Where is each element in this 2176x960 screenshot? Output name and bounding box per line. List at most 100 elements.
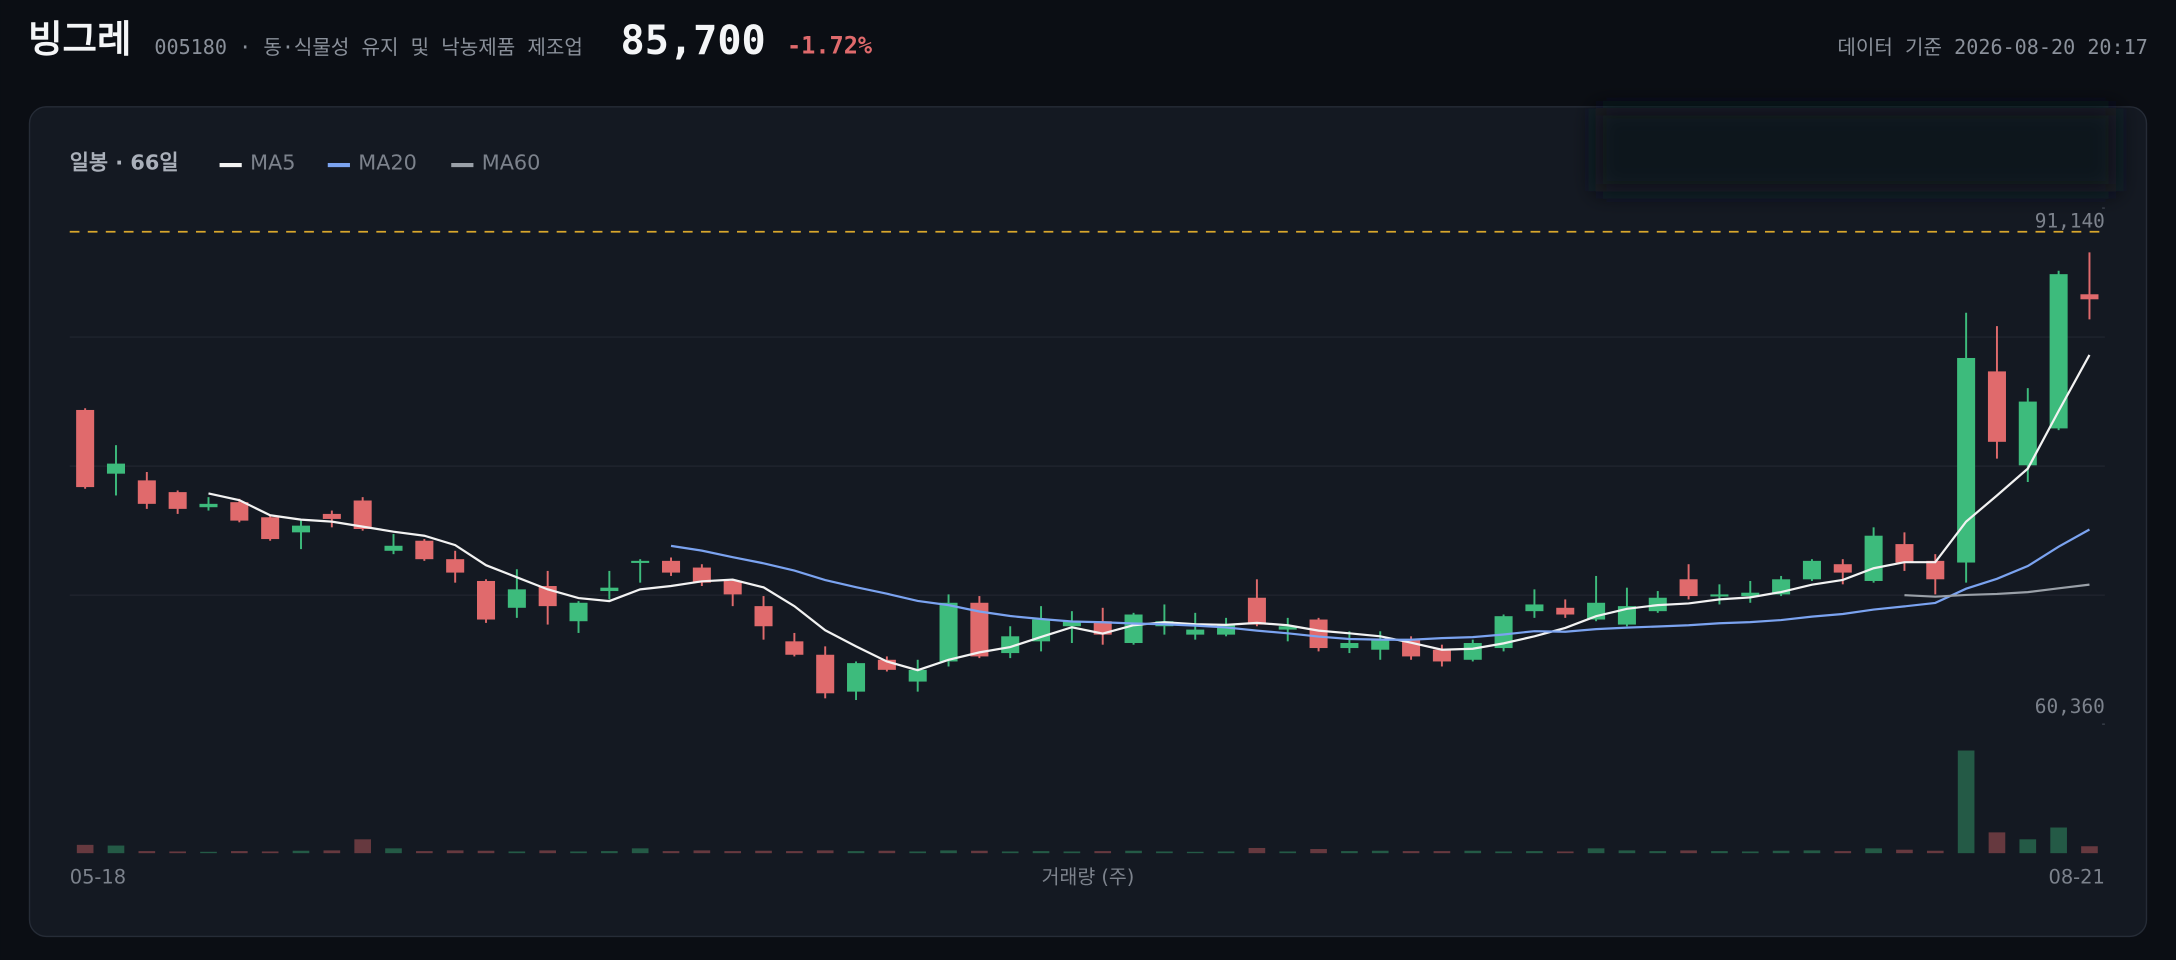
- volume-bar: [107, 845, 125, 854]
- candle-body: [1340, 643, 1359, 649]
- candle-body: [1741, 592, 1760, 597]
- candle-body: [631, 560, 650, 563]
- candle-body: [1371, 639, 1390, 650]
- volume-bar: [1279, 851, 1297, 854]
- volume-bar: [693, 850, 711, 854]
- candle-body: [1217, 624, 1236, 635]
- y-tick-label: 60,360: [2035, 695, 2105, 718]
- volume-bar: [169, 851, 186, 854]
- volume-bar: [786, 851, 803, 854]
- volume-bar: [1865, 848, 1882, 854]
- candle-body: [816, 654, 835, 694]
- candle-body: [415, 540, 434, 560]
- volume-bar: [1433, 851, 1451, 854]
- volume-bar: [878, 850, 896, 854]
- candle-body: [1278, 626, 1297, 630]
- change: -1.72%: [787, 32, 873, 60]
- volume-bar: [1495, 851, 1512, 854]
- chart-card: [28, 106, 2148, 938]
- volume-bar: [292, 850, 310, 854]
- legend-label: MA20: [358, 151, 417, 175]
- candle-body: [106, 463, 126, 474]
- volume-bar: [1618, 850, 1636, 854]
- volume-bar: [662, 851, 680, 854]
- volume-bar: [847, 851, 865, 854]
- volume-bar: [1896, 849, 1913, 854]
- candle-body: [261, 517, 280, 540]
- candle-body: [1957, 357, 1976, 563]
- volume-bar: [724, 851, 742, 854]
- candle-body: [1186, 629, 1205, 635]
- candle-body: [662, 560, 681, 573]
- volume-bar: [477, 850, 495, 854]
- volume-bar: [385, 848, 402, 854]
- volume-bar: [354, 839, 371, 854]
- x-tick-label: 05-18: [70, 866, 126, 889]
- volume-bar: [200, 851, 217, 854]
- volume-bar: [971, 850, 988, 854]
- volume-bar: [1156, 851, 1173, 854]
- legend-title: 일봉 · 66일: [70, 151, 179, 175]
- candle-body: [1432, 649, 1451, 662]
- candle-body: [1710, 594, 1729, 597]
- volume-bar: [1341, 851, 1358, 854]
- volume-bar: [1464, 850, 1482, 854]
- candle-body: [291, 525, 311, 533]
- volume-bar: [1526, 851, 1543, 854]
- candle-body: [353, 500, 372, 530]
- candle-body: [1463, 643, 1482, 660]
- candle-body: [199, 503, 218, 508]
- candle-body: [168, 492, 187, 509]
- volume-bar: [2050, 827, 2067, 854]
- volume-bar: [1680, 850, 1697, 854]
- volume-bar: [1587, 848, 1605, 854]
- candle-body: [1802, 560, 1821, 580]
- volume-bar: [570, 851, 587, 854]
- legend-label: MA5: [250, 151, 295, 175]
- candle-body: [1556, 607, 1575, 615]
- candle-body: [446, 559, 465, 573]
- volume-bar: [1032, 851, 1050, 854]
- candle-body: [754, 606, 773, 627]
- candle-body: [970, 602, 989, 657]
- candle-body: [1926, 560, 1945, 580]
- candle-body: [877, 659, 896, 670]
- volume-bar: [2081, 846, 2098, 854]
- candle-body: [2080, 294, 2099, 300]
- candle-body: [1124, 614, 1143, 644]
- candle-body: [785, 641, 804, 655]
- volume-bar: [1063, 851, 1081, 854]
- candle-body: [1247, 597, 1266, 625]
- candle-body: [1494, 616, 1513, 649]
- volume-label: 거래량 (주): [1042, 866, 1135, 889]
- candle-body: [569, 602, 588, 622]
- candle-body: [2018, 401, 2037, 466]
- ma-line: [670, 528, 2091, 641]
- stock-name: 빙그레: [28, 17, 131, 61]
- candle-body: [1864, 535, 1883, 581]
- candle-body: [2049, 274, 2068, 429]
- candle-body: [1309, 619, 1328, 649]
- ma-line: [1904, 583, 2090, 598]
- volume-bar: [1001, 851, 1019, 854]
- candle-body: [1679, 579, 1698, 597]
- volume-bar: [539, 850, 557, 854]
- volume-bar: [1803, 850, 1821, 854]
- volume-bar: [508, 851, 526, 854]
- candle-body: [1987, 371, 2006, 442]
- blurred-overlay: [1595, 108, 2116, 192]
- volume-bar: [755, 850, 772, 854]
- volume-bar: [323, 850, 341, 854]
- y-tick-label: 91,140: [2035, 209, 2105, 232]
- timestamp: 데이터 기준 2026-08-20 20:17: [1837, 35, 2147, 59]
- candle-body: [76, 409, 95, 488]
- candle-body: [137, 480, 156, 504]
- volume-bar: [1556, 851, 1574, 854]
- volume-bar: [631, 848, 649, 854]
- volume-bar: [1310, 849, 1327, 854]
- candle-body: [1525, 604, 1544, 612]
- volume-bar: [1741, 851, 1759, 854]
- volume-bar: [909, 851, 927, 854]
